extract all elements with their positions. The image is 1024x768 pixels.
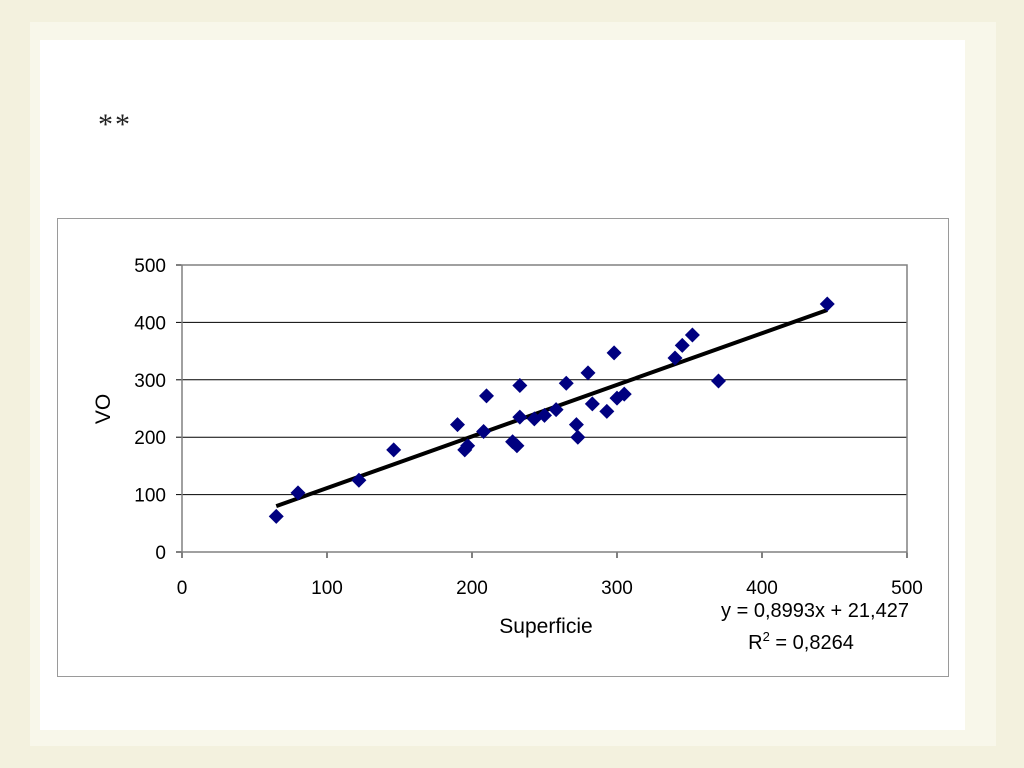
data-point [819, 296, 835, 312]
slide-marker: ** [98, 108, 132, 141]
y-tick-label: 0 [155, 543, 166, 564]
data-point [584, 396, 600, 412]
y-tick-label: 300 [134, 371, 166, 392]
x-tick-label: 200 [456, 578, 488, 599]
data-point [290, 485, 306, 501]
data-point [548, 402, 564, 418]
r2-value: = 0,8264 [770, 632, 854, 654]
data-point [684, 327, 700, 343]
data-point [509, 438, 525, 454]
data-point [479, 388, 494, 404]
x-tick-labels: 0 100 200 300 400 500 [177, 578, 923, 599]
data-point [606, 345, 622, 361]
x-tick-label: 300 [601, 578, 633, 599]
x-tick-label: 100 [311, 578, 343, 599]
y-tick-label: 200 [134, 428, 166, 449]
data-point [512, 378, 528, 394]
data-point [711, 373, 726, 389]
data-point [386, 442, 402, 458]
x-tick-label: 0 [177, 578, 188, 599]
y-tick-label: 400 [134, 313, 166, 334]
data-point [351, 472, 367, 488]
data-point [558, 375, 574, 391]
scatter-chart: 0 100 200 300 400 500 0 100 200 300 400 500 VO Sup… [92, 256, 923, 654]
data-point [674, 337, 690, 353]
y-tick-labels: 0 100 200 300 400 500 [134, 256, 166, 564]
y-axis-label: VO [92, 394, 115, 424]
x-tick-label: 400 [746, 578, 778, 599]
r2-superscript: 2 [763, 629, 770, 644]
data-point [460, 438, 476, 454]
data-point [450, 417, 465, 433]
y-tick-label: 500 [134, 256, 166, 277]
plot-area [181, 264, 908, 553]
data-points [268, 296, 835, 524]
chart-area: 0 100 200 300 400 500 0 100 200 300 400 500 VO Sup… [57, 218, 949, 677]
data-point [570, 429, 586, 445]
data-point [537, 407, 552, 423]
data-point [512, 409, 528, 425]
data-point [616, 386, 632, 402]
data-point [476, 423, 492, 439]
regression-equation: y = 0,8993x + 21,427 [721, 600, 909, 622]
data-point [580, 365, 596, 381]
r2-letter: R [748, 632, 762, 654]
x-tick-label: 500 [891, 578, 923, 599]
data-point [667, 350, 683, 366]
data-point [599, 403, 615, 419]
x-axis-label: Superficie [499, 615, 592, 638]
data-point [268, 508, 284, 524]
y-tick-label: 100 [134, 486, 166, 507]
data-point [568, 417, 584, 433]
r-squared-label: R2 = 0,8264 [748, 629, 854, 654]
